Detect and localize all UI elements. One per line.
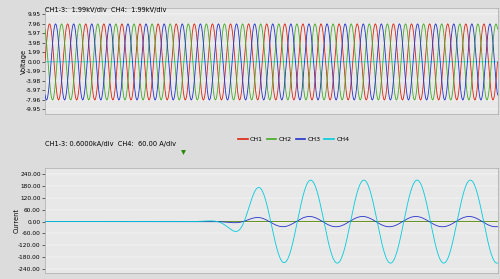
Y-axis label: Voltage: Voltage <box>21 48 27 74</box>
Legend: CH1, CH2, CH3, CH4: CH1, CH2, CH3, CH4 <box>238 137 350 142</box>
Text: CH1-3:  1.99kV/div  CH4:  1.99kV/div: CH1-3: 1.99kV/div CH4: 1.99kV/div <box>45 7 166 13</box>
Text: CH1-3: 0.6000kA/div  CH4:  60.00 A/div: CH1-3: 0.6000kA/div CH4: 60.00 A/div <box>45 141 176 147</box>
Y-axis label: Current: Current <box>14 208 20 233</box>
